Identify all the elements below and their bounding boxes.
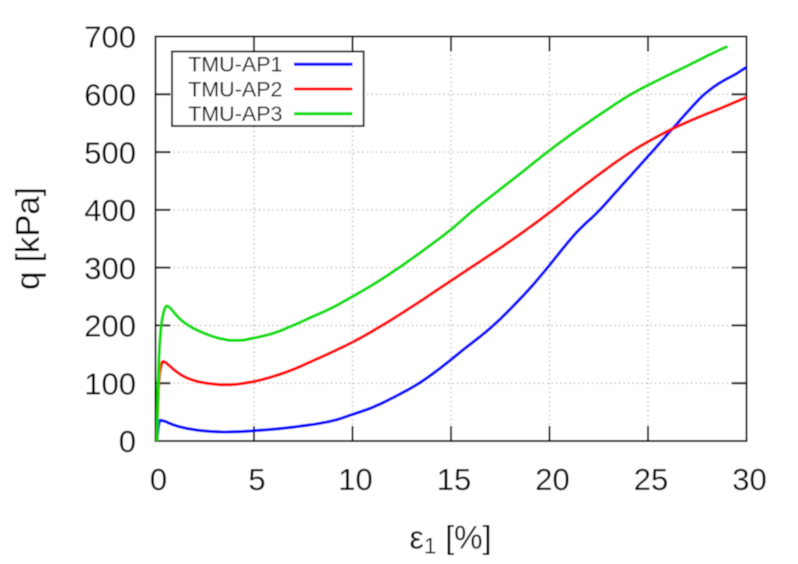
svg-text:TMU-AP1: TMU-AP1: [188, 53, 282, 77]
svg-text:0: 0: [150, 462, 167, 497]
svg-text:600: 600: [84, 78, 136, 113]
svg-text:5: 5: [248, 462, 265, 497]
svg-text:200: 200: [84, 309, 136, 344]
svg-text:TMU-AP3: TMU-AP3: [188, 102, 282, 126]
svg-text:TMU-AP2: TMU-AP2: [188, 77, 282, 101]
svg-text:10: 10: [338, 462, 372, 497]
svg-text:25: 25: [634, 462, 668, 497]
svg-text:20: 20: [535, 462, 569, 497]
svg-text:500: 500: [84, 135, 136, 170]
svg-text:700: 700: [84, 20, 136, 55]
svg-text:ε1 [%]: ε1 [%]: [410, 520, 492, 559]
svg-text:100: 100: [84, 366, 136, 401]
svg-text:0: 0: [119, 424, 136, 459]
svg-text:400: 400: [84, 193, 136, 228]
svg-text:15: 15: [437, 462, 471, 497]
svg-text:300: 300: [84, 251, 136, 286]
svg-text:q [kPa]: q [kPa]: [9, 187, 46, 290]
svg-text:30: 30: [732, 462, 766, 497]
